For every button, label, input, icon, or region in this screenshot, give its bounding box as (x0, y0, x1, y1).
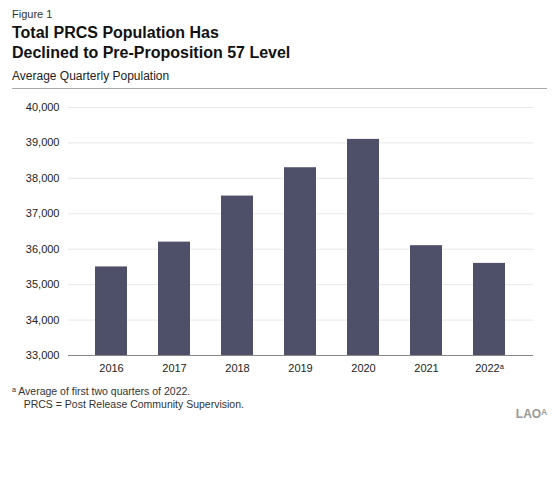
svg-text:2017: 2017 (162, 362, 186, 374)
svg-text:34,000: 34,000 (26, 314, 60, 326)
svg-text:36,000: 36,000 (26, 243, 60, 255)
svg-text:2022ᵃ: 2022ᵃ (475, 362, 504, 374)
html-text:Total PRCS Population Has Decl: Total PRCS Population Has Declined to Pr… (12, 24, 291, 61)
svg-text:2016: 2016 (99, 362, 123, 374)
svg-text:33,000: 33,000 (26, 349, 60, 361)
html-text:Figure 1: Figure 1 (12, 8, 53, 20)
svg-text:2020: 2020 (351, 362, 375, 374)
html-text:ᵃ Average of first two quarter: ᵃ Average of first two quarters of 2022. (12, 385, 191, 397)
svg-text:35,000: 35,000 (26, 278, 60, 290)
svg-text:39,000: 39,000 (26, 136, 60, 148)
svg-text:37,000: 37,000 (26, 207, 60, 219)
html-text:PRCS = Post Release Community: PRCS = Post Release Community Supervisio… (12, 398, 244, 410)
svg-text:2021: 2021 (414, 362, 438, 374)
svg-text:38,000: 38,000 (26, 172, 60, 184)
svg-text:2019: 2019 (288, 362, 312, 374)
html-text:Average Quarterly Population: Average Quarterly Population (12, 69, 170, 83)
svg-text:2018: 2018 (225, 362, 249, 374)
svg-text:40,000: 40,000 (26, 101, 60, 113)
html-text:LAOᴬ: LAOᴬ (515, 407, 547, 421)
